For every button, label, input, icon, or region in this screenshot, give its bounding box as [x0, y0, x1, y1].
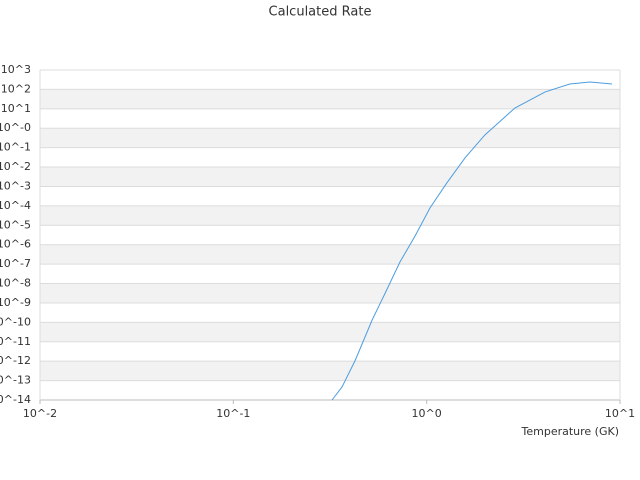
y-tick-label: 10^-4 [0, 199, 31, 212]
y-tick-label: 10^-9 [0, 296, 31, 309]
grid-band [40, 89, 620, 109]
grid-band [40, 128, 620, 148]
y-tick-label: 10^-7 [0, 257, 31, 270]
chart-title: Calculated Rate [269, 5, 372, 20]
grid-band [40, 244, 620, 265]
x-tick-label: 10^0 [412, 407, 442, 420]
y-tick-label: 10^-0 [0, 121, 31, 134]
y-tick-label: 10^-1 [0, 141, 31, 154]
y-tick-label: 10^-14 [0, 393, 31, 406]
x-tick-label: 10^-2 [23, 407, 57, 420]
x-axis-label: Temperature (GK) [521, 425, 620, 438]
y-tick-label: 10^2 [1, 82, 31, 95]
y-tick-label: 10^-3 [0, 179, 31, 192]
grid-band [40, 283, 620, 303]
x-tick-label: 10^-1 [216, 407, 250, 420]
grid-band [40, 205, 620, 226]
y-tick-label: 10^1 [1, 102, 31, 115]
y-tick-label: 10^3 [1, 63, 31, 76]
y-tick-label: 10^-11 [0, 335, 31, 348]
grid-band [40, 167, 620, 187]
y-tick-label: 10^-2 [0, 160, 31, 173]
y-tick-label: 10^-6 [0, 238, 31, 251]
y-tick-label: 10^-5 [0, 218, 31, 231]
data-line [331, 81, 613, 401]
y-tick-label: 10^-8 [0, 277, 31, 290]
x-tick-label: 10^1 [605, 407, 635, 420]
y-tick-label: 10^-10 [0, 315, 31, 328]
grid-band [40, 361, 620, 381]
y-tick-label: 10^-13 [0, 374, 31, 387]
y-tick-label: 10^-12 [0, 354, 31, 367]
grid-band [40, 322, 620, 342]
